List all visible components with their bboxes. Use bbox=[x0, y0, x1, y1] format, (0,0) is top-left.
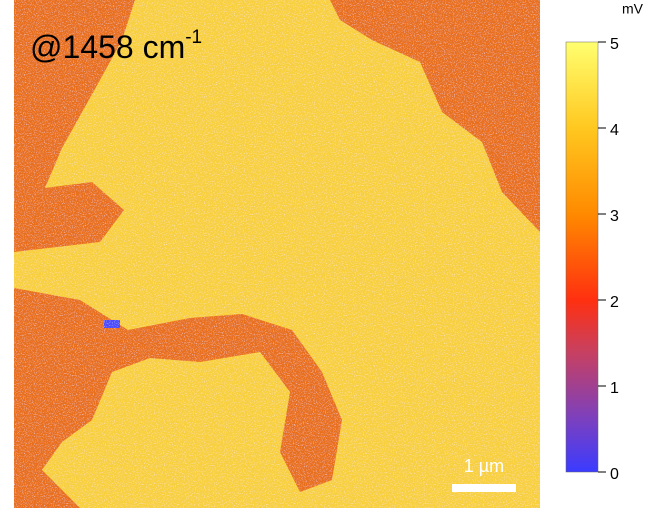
colorbar-tick-label: 5 bbox=[610, 36, 619, 53]
scale-bar bbox=[452, 484, 516, 492]
colorbar-tick-label: 3 bbox=[610, 208, 619, 225]
colorbar-tick-label: 2 bbox=[610, 294, 619, 311]
colorbar-tick-label: 1 bbox=[610, 380, 619, 397]
wavenumber-label: @1458 cm-1 bbox=[30, 27, 202, 65]
domain bbox=[330, 0, 540, 232]
scale-bar-label: 1 µm bbox=[464, 456, 504, 476]
colorbar-tick-label: 4 bbox=[610, 122, 619, 139]
colorbar-tick-label: 0 bbox=[610, 466, 619, 483]
domain bbox=[14, 288, 342, 508]
ir-map bbox=[14, 0, 540, 508]
defect bbox=[104, 320, 120, 328]
colorbar-unit: mV bbox=[622, 1, 644, 17]
label-text: @1458 cm bbox=[30, 29, 185, 65]
colorbar bbox=[565, 41, 599, 473]
label-superscript: -1 bbox=[185, 27, 202, 48]
domain bbox=[14, 0, 135, 252]
